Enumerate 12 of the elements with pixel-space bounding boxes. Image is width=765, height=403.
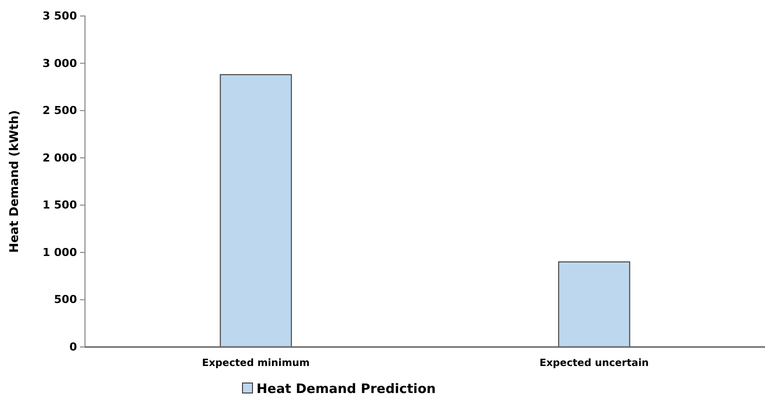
y-tick-label: 500 xyxy=(54,293,78,306)
y-tick-label: 1 500 xyxy=(42,198,78,212)
legend-label: Heat Demand Prediction xyxy=(256,382,436,397)
x-tick-label: Expected uncertain xyxy=(540,358,649,370)
y-tick-label: 2 500 xyxy=(42,104,78,118)
y-tick-label: 3 500 xyxy=(42,10,78,23)
y-tick-label: 1 000 xyxy=(42,246,78,259)
y-axis-title: Heat Demand (kWth) xyxy=(7,110,21,253)
y-tick-label: 3 000 xyxy=(42,56,78,70)
y-tick-label: 2 000 xyxy=(42,151,78,164)
x-tick-label: Expected minimum xyxy=(202,358,310,370)
y-tick-label: 0 xyxy=(69,340,78,354)
